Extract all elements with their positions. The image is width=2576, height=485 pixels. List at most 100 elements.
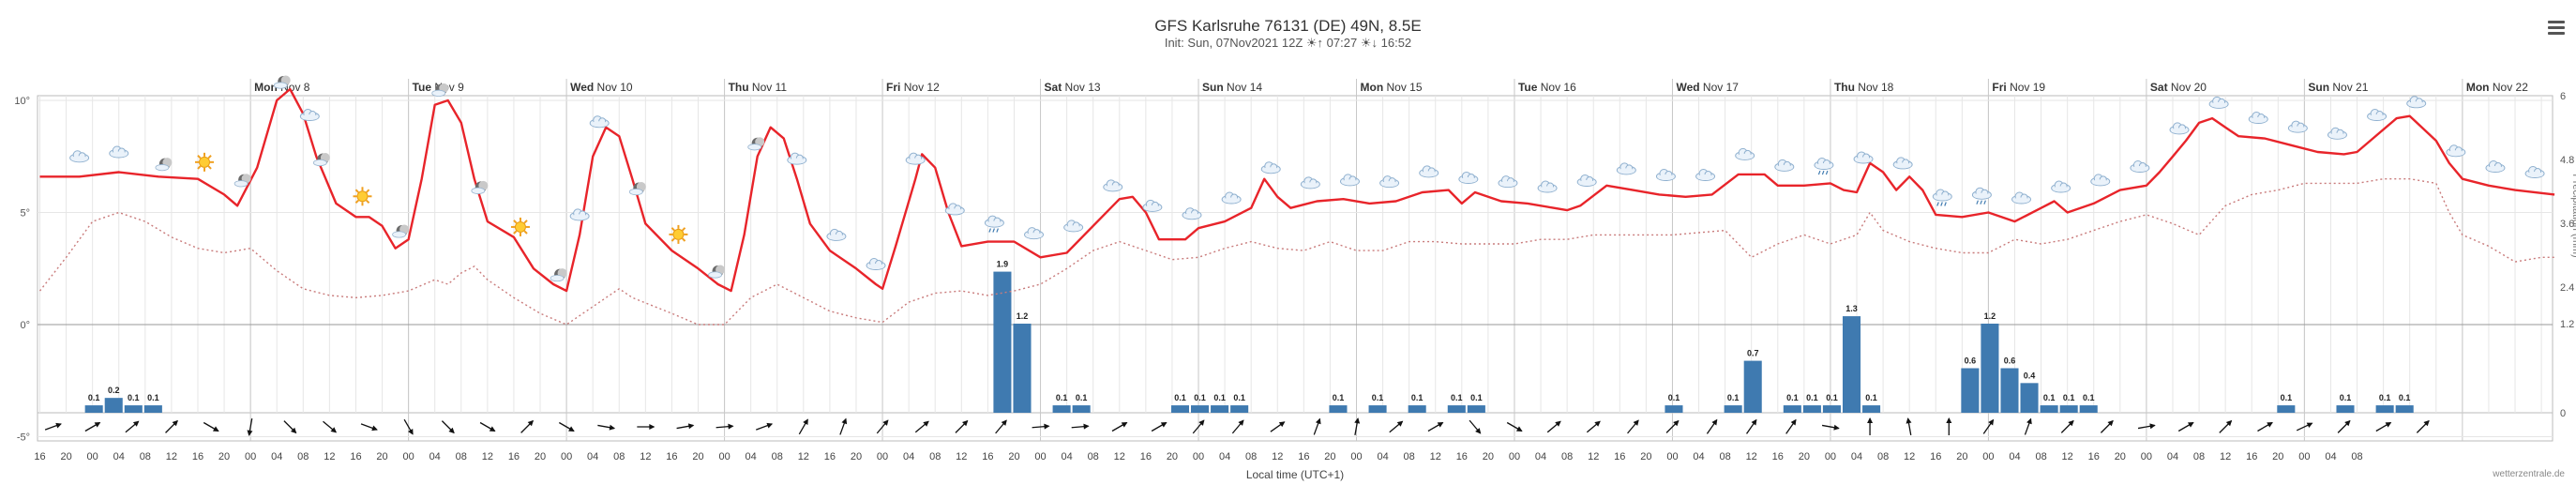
precip-label: 0.1	[1865, 393, 1877, 402]
x-tick-label: 16	[508, 451, 520, 462]
wind-arrow	[1427, 421, 1444, 432]
precip-bar	[1467, 405, 1485, 413]
x-tick-label: 20	[1324, 451, 1335, 462]
cloud-icon	[944, 203, 965, 216]
wind-arrow	[2337, 419, 2351, 433]
x-tick-label: 04	[587, 451, 598, 462]
precip-label: 0.1	[88, 393, 100, 402]
x-tick-label: 20	[376, 451, 387, 462]
menu-icon[interactable]	[2548, 21, 2565, 36]
sun-icon	[669, 224, 688, 244]
precip-label: 0.1	[2340, 393, 2352, 402]
x-tick-label: 20	[2272, 451, 2283, 462]
cloud-icon	[2051, 180, 2071, 193]
cloud-icon	[109, 145, 129, 159]
day-label: Fri Nov 19	[1992, 81, 2045, 94]
rain-icon	[1814, 158, 1834, 175]
x-tick-label: 16	[192, 451, 203, 462]
precip-label: 0.1	[2083, 393, 2095, 402]
wind-arrow	[1706, 418, 1718, 434]
wind-arrow	[2100, 419, 2114, 433]
cloud-icon	[866, 257, 886, 270]
moon-icon	[628, 182, 646, 196]
precip-bar	[2000, 368, 2019, 413]
precip-bar	[1724, 405, 1742, 413]
cloud-icon	[1260, 161, 1281, 174]
x-tick-label: 00	[561, 451, 572, 462]
x-tick-label: 04	[1061, 451, 1072, 462]
precip-label: 0.1	[2379, 393, 2391, 402]
wind-arrow	[283, 420, 297, 434]
x-tick-label: 12	[1588, 451, 1599, 462]
precip-label: 0.1	[1333, 393, 1345, 402]
x-tick-label: 16	[666, 451, 677, 462]
x-tick-label: 16	[2246, 451, 2257, 462]
cloud-icon	[2169, 122, 2190, 135]
precip-label: 0.1	[1194, 393, 1206, 402]
cloud-icon	[2524, 165, 2545, 178]
precip-bar	[1013, 324, 1032, 413]
wind-arrow	[597, 424, 616, 431]
x-tick-label: 04	[271, 451, 282, 462]
cloud-icon	[2446, 144, 2466, 158]
plot-frame	[37, 95, 2553, 442]
precip-bar	[1052, 405, 1071, 413]
x-tick-label: 08	[140, 451, 151, 462]
x-tick-label: 00	[1982, 451, 1994, 462]
x-tick-label: 08	[456, 451, 467, 462]
wind-arrow	[876, 419, 889, 434]
day-label: Sat Nov 20	[2150, 81, 2207, 94]
precip-bar	[143, 405, 162, 413]
sunset-icon: ☀↓	[1360, 36, 1378, 50]
precip-bar	[2020, 383, 2039, 413]
wind-arrow	[1746, 418, 1757, 434]
wind-arrow	[2416, 419, 2430, 433]
day-label: Mon Nov 22	[2466, 81, 2528, 94]
precip-label: 0.1	[2399, 393, 2411, 402]
precip-label: 0.1	[1233, 393, 1245, 402]
day-label: Mon Nov 15	[1361, 81, 1423, 94]
precip-bar	[1665, 405, 1683, 413]
wind-arrow	[1982, 418, 1995, 434]
x-tick-label: 00	[87, 451, 98, 462]
x-tick-label: 04	[2009, 451, 2020, 462]
x-tick-label: 00	[2298, 451, 2310, 462]
cloud-icon	[1576, 174, 1597, 187]
y-right-tick-label: 0	[2560, 408, 2566, 419]
x-axis-label: Local time (UTC+1)	[1246, 468, 1344, 481]
precip-bar	[1191, 405, 1210, 413]
x-tick-label: 08	[2035, 451, 2046, 462]
x-tick-label: 12	[482, 451, 493, 462]
sunrise-icon: ☀↑	[1305, 36, 1324, 50]
moon-icon	[273, 75, 291, 89]
cloud-icon	[1458, 171, 1479, 184]
precip-label: 0.1	[1076, 393, 1088, 402]
wind-arrow	[2177, 421, 2194, 432]
precip-label: 0.6	[1965, 356, 1977, 366]
x-tick-label: 16	[1298, 451, 1309, 462]
x-tick-label: 16	[2088, 451, 2100, 462]
moon-icon	[550, 268, 567, 282]
x-tick-label: 20	[2115, 451, 2126, 462]
y-tick-label: -5°	[17, 432, 30, 444]
precip-bar	[1981, 324, 1999, 413]
x-tick-label: 00	[1193, 451, 1204, 462]
day-label: Sun Nov 14	[1202, 81, 1262, 94]
x-tick-label: 00	[718, 451, 730, 462]
x-tick-label: 08	[297, 451, 309, 462]
wind-arrow	[1627, 419, 1639, 434]
x-tick-label: 08	[1719, 451, 1730, 462]
precip-bar	[1329, 405, 1348, 413]
wind-arrow	[1192, 419, 1205, 434]
x-tick-label: 12	[1430, 451, 1441, 462]
precip-bar	[84, 405, 103, 413]
x-tick-label: 16	[1772, 451, 1784, 462]
wind-arrow	[995, 419, 1007, 434]
cloud-icon	[1537, 180, 1558, 193]
cloud-icon	[2248, 112, 2268, 125]
x-tick-label: 20	[692, 451, 703, 462]
precip-label: 0.1	[1806, 393, 1818, 402]
cloud-icon	[2367, 109, 2388, 122]
moon-icon	[233, 174, 251, 188]
cloud-icon	[1142, 199, 1163, 212]
